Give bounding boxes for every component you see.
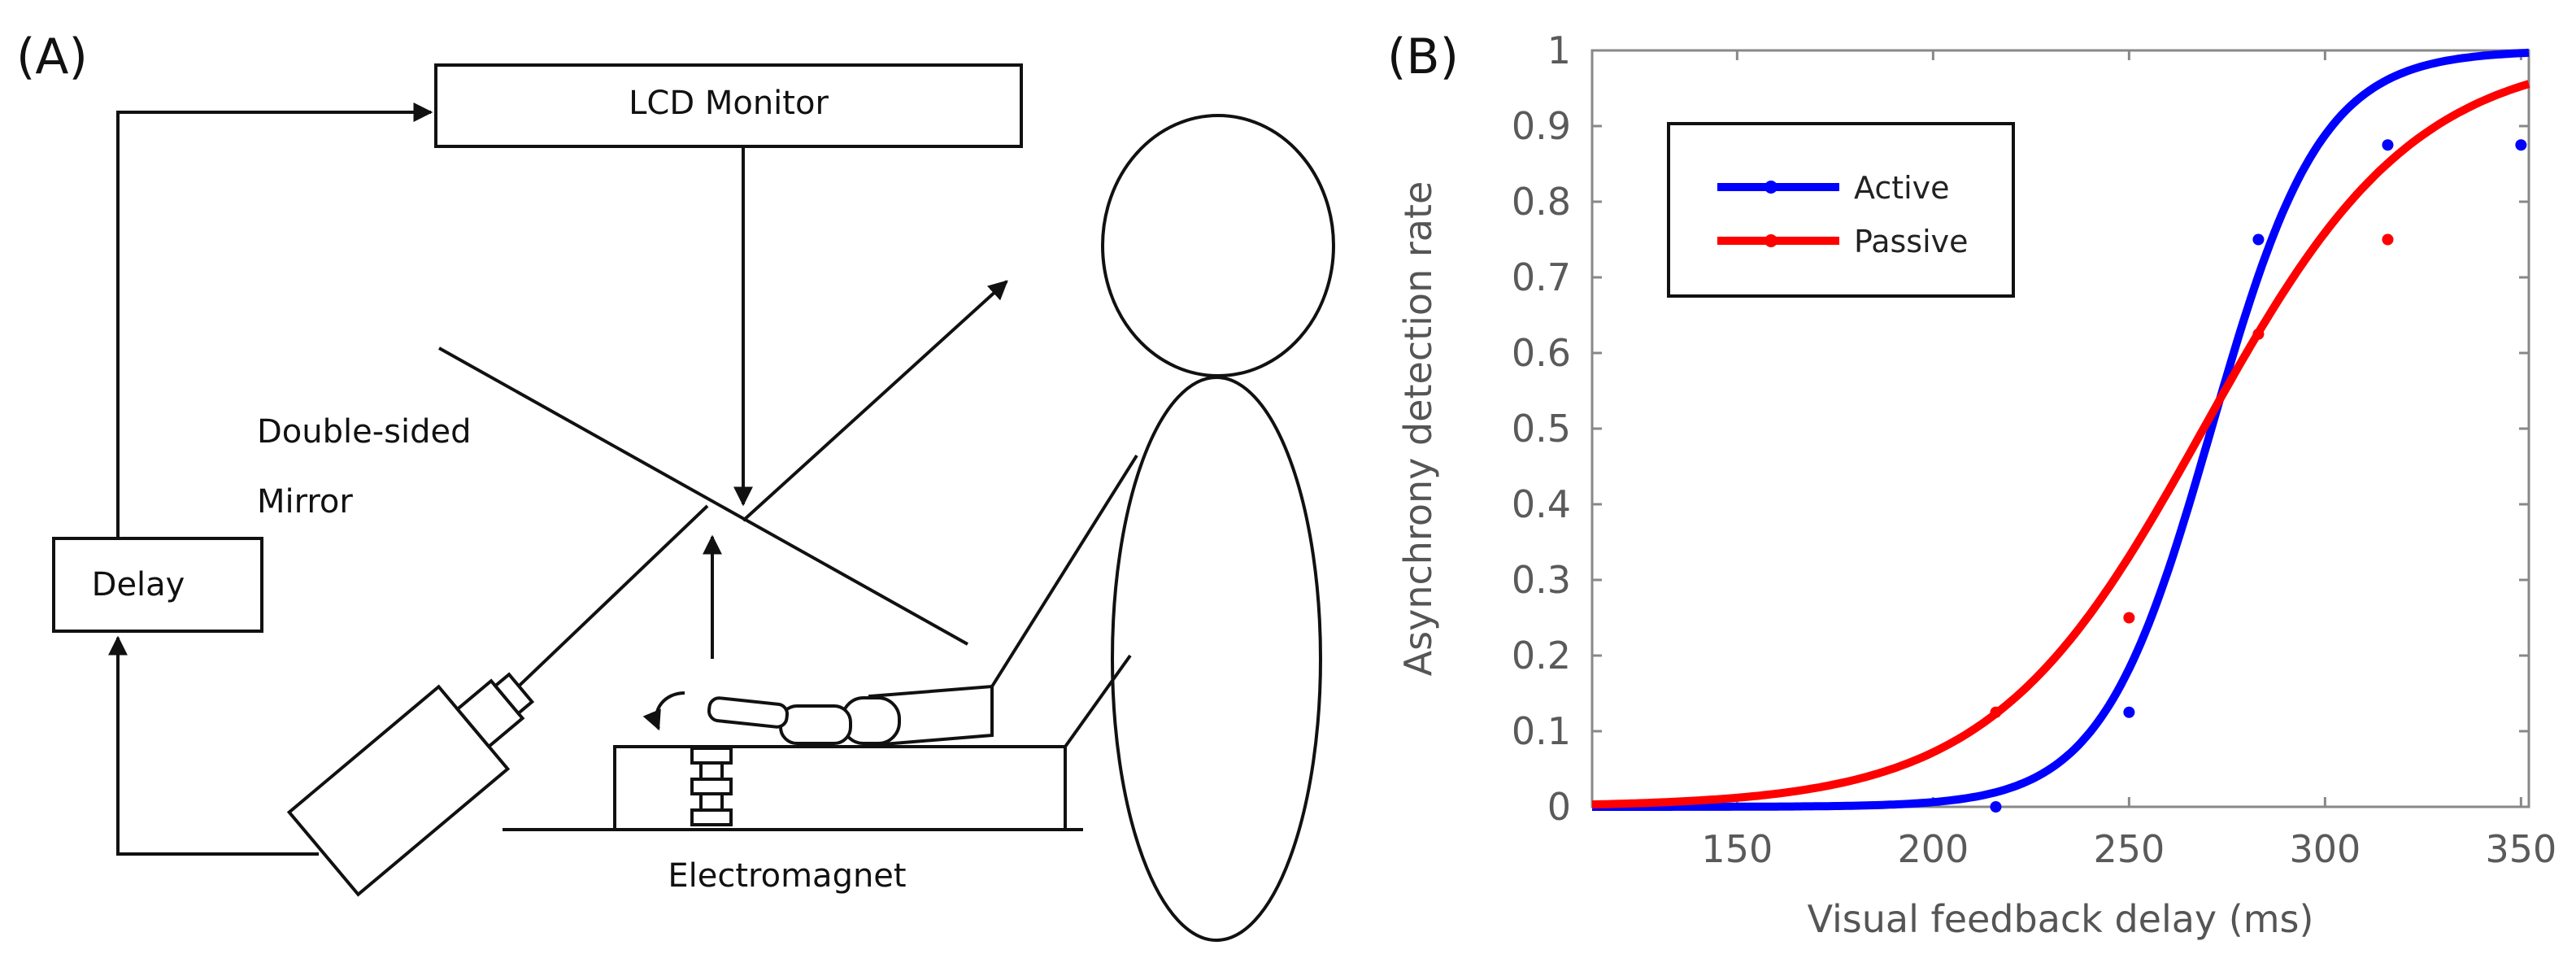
y-tick-label: 0.2 [1512, 634, 1571, 678]
x-axis: 150 200 250 300 350 [1701, 50, 2556, 871]
person-arm-upper [990, 454, 1138, 688]
mirror-label-line2: Mirror [257, 483, 353, 521]
electromagnet-label: Electromagnet [668, 857, 906, 895]
camera-to-delay-arrow [108, 635, 319, 856]
y-tick-label: 0.6 [1512, 331, 1571, 375]
active-data-point [2252, 233, 2265, 246]
legend-passive-marker [1764, 234, 1778, 247]
x-tick-label: 300 [2289, 827, 2361, 871]
active-data-point [1990, 801, 2002, 813]
panel-a-diagram: (A) LCD Monitor Delay Double-sided Mirro… [16, 28, 1335, 942]
mirror-label-line1: Double-sided [257, 413, 472, 451]
person-body [1111, 376, 1322, 942]
legend-passive-label: Passive [1854, 224, 1969, 259]
video-camera [286, 672, 535, 897]
active-data-point [2123, 706, 2135, 718]
passive-data-point [2382, 233, 2394, 246]
x-tick-label: 200 [1897, 827, 1969, 871]
delay-label: Delay [92, 566, 185, 604]
legend-active-label: Active [1854, 170, 1950, 206]
person-head [1101, 114, 1335, 377]
x-tick-label: 350 [2485, 827, 2556, 871]
mirror-to-camera-arrow [490, 504, 709, 714]
hand [642, 684, 994, 747]
passive-fit-curve [1591, 80, 2530, 809]
double-sided-mirror [438, 346, 968, 646]
active-fit-curve [1591, 48, 2530, 811]
passive-data-point [2123, 612, 2135, 624]
y-axis: 0 0.1 0.2 0.3 0.4 0.5 0.6 0.7 0.8 0.9 1 [1512, 28, 2529, 829]
y-tick-label: 0.7 [1512, 255, 1571, 299]
y-tick-label: 1 [1547, 28, 1571, 72]
electromagnet-coil [690, 747, 733, 826]
panel-b-label: (B) [1387, 28, 1459, 85]
y-tick-label: 0.1 [1512, 709, 1571, 753]
y-tick-label: 0.9 [1512, 104, 1571, 148]
legend-box [1667, 122, 2015, 298]
passive-data-point [1990, 706, 2002, 718]
active-data-point [2382, 139, 2394, 151]
passive-data-point [2252, 328, 2265, 340]
delay-box [52, 537, 263, 633]
y-tick-label: 0.4 [1512, 482, 1571, 526]
panel-a-label: (A) [16, 28, 88, 85]
person-arm-lower [1064, 654, 1132, 748]
y-tick-label: 0 [1547, 785, 1571, 829]
panel-b-chart: (B) 0 0.1 0.2 0.3 0.4 0.5 0.6 0.7 0.8 0.9 1 150 200… [1387, 28, 2556, 941]
data-series [1591, 48, 2530, 813]
y-tick-label: 0.3 [1512, 558, 1571, 602]
legend-active-marker [1764, 181, 1778, 194]
x-tick-label: 250 [2093, 827, 2165, 871]
x-axis-label: Visual feedback delay (ms) [1808, 897, 2314, 941]
legend: Active Passive [1667, 122, 2015, 298]
table-box [613, 745, 1067, 831]
y-tick-label: 0.8 [1512, 180, 1571, 224]
lcd-monitor-box [434, 63, 1023, 148]
delay-to-monitor-arrow [116, 102, 433, 538]
y-tick-label: 0.5 [1512, 407, 1571, 451]
lcd-monitor-label: LCD Monitor [629, 85, 829, 122]
y-axis-label: Asynchrony detection rate [1396, 181, 1440, 677]
x-tick-label: 150 [1701, 827, 1773, 871]
active-data-point [2515, 139, 2527, 151]
mirror-to-eye-arrow [742, 280, 1008, 522]
